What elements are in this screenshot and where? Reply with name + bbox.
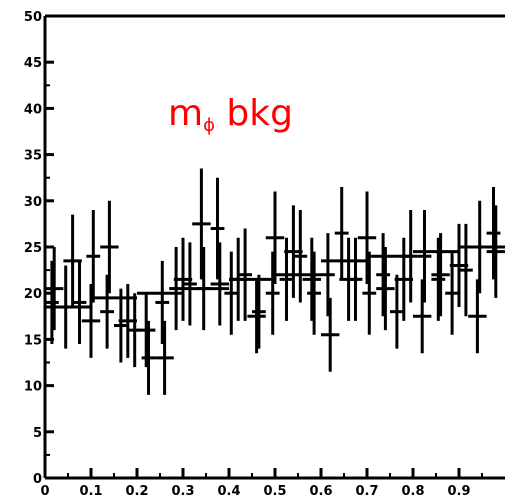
y-tick-label: 30	[24, 195, 42, 210]
annotation-subscript: ϕ	[203, 115, 215, 136]
x-tick-label: 0.4	[217, 484, 240, 499]
x-tick-label: 0.6	[309, 484, 332, 499]
x-tick-label: 0	[40, 484, 49, 499]
annotation-suffix: bkg	[215, 93, 293, 134]
y-tick-label: 35	[24, 149, 42, 164]
x-axis-ticks: 0 0.1 0.2 0.3 0.4 0.5 0.6 0.7 0.8 0.9	[40, 468, 483, 499]
x-tick-label: 0.8	[401, 484, 424, 499]
y-tick-label: 40	[24, 102, 42, 117]
y-tick-label: 0	[33, 472, 42, 487]
x-tick-label: 0.7	[355, 484, 378, 499]
annotation-main: m	[168, 93, 203, 134]
y-tick-label: 45	[24, 56, 42, 71]
series	[45, 168, 505, 395]
y-tick-label: 50	[24, 10, 42, 25]
y-axis-ticks: 0 5 10 15 20 25 30 35 40 45 50	[24, 10, 54, 487]
y-tick-label: 20	[24, 287, 42, 302]
x-tick-label: 0.3	[171, 484, 194, 499]
y-tick-label: 5	[33, 426, 42, 441]
y-tick-label: 15	[24, 333, 42, 348]
x-tick-label: 0.1	[79, 484, 102, 499]
annotation-label: mϕ bkg	[168, 93, 293, 136]
series	[45, 177, 501, 395]
y-tick-label: 25	[24, 241, 42, 256]
x-tick-label: 0.2	[125, 484, 148, 499]
x-tick-label: 0.9	[447, 484, 470, 499]
y-tick-label: 10	[24, 380, 42, 395]
x-tick-label: 0.5	[263, 484, 286, 499]
data-points	[45, 168, 505, 395]
